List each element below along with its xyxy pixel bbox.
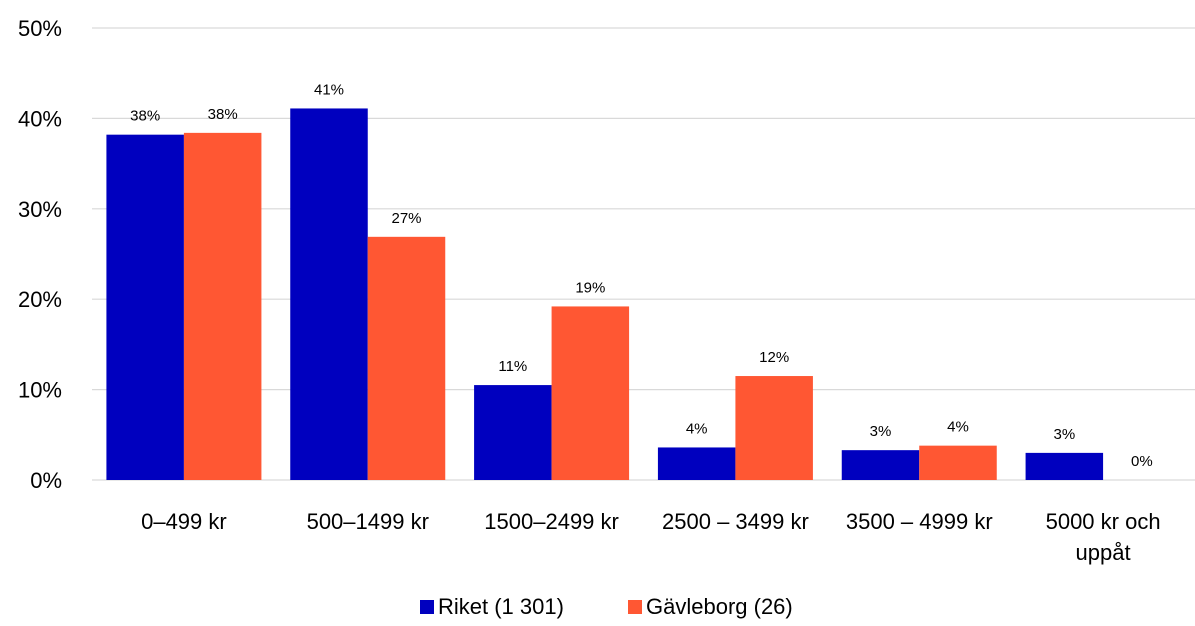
y-tick-label: 40% <box>18 106 62 131</box>
y-tick-label: 0% <box>30 468 62 493</box>
data-label: 3% <box>870 423 892 440</box>
y-tick-label: 30% <box>18 197 62 222</box>
bar <box>919 445 997 480</box>
y-tick-label: 50% <box>18 16 62 41</box>
bar <box>1025 452 1104 480</box>
data-label: 38% <box>130 108 160 125</box>
legend-swatch <box>628 600 642 614</box>
bar <box>290 108 368 481</box>
legend-label: Riket (1 301) <box>438 594 564 619</box>
bar <box>841 450 920 480</box>
x-tick-label: 3500 – 4999 kr <box>846 509 993 534</box>
bars <box>106 108 1104 481</box>
bar <box>183 132 262 480</box>
x-tick-label: 2500 – 3499 kr <box>662 509 809 534</box>
legend-swatch <box>420 600 434 614</box>
bar <box>367 236 446 480</box>
y-tick-label: 10% <box>18 378 62 403</box>
legend: Riket (1 301) Gävleborg (26) <box>420 594 793 619</box>
data-label: 12% <box>759 349 789 366</box>
data-label: 38% <box>208 106 238 123</box>
bar <box>657 447 736 480</box>
data-label: 4% <box>686 420 708 437</box>
data-label: 27% <box>391 210 421 227</box>
y-tick-label: 20% <box>18 287 62 312</box>
x-axis-ticks: 0–499 kr 500–1499 kr 1500–2499 kr 2500 – 34… <box>141 509 1160 565</box>
data-label: 0% <box>1131 453 1153 470</box>
data-label: 41% <box>314 81 344 98</box>
bar <box>106 134 184 480</box>
bar <box>551 306 630 480</box>
data-labels: 38% 38% 41% 27% 11% 19% 4% 12% 3% 4% 3% 0% <box>130 81 1153 470</box>
legend-label: Gävleborg (26) <box>646 594 793 619</box>
x-tick-label: 1500–2499 kr <box>484 509 619 534</box>
bar <box>735 376 813 480</box>
bar <box>474 385 552 480</box>
data-label: 11% <box>498 358 527 375</box>
x-tick-label: 5000 kr och <box>1046 509 1161 534</box>
y-axis-ticks: 0% 10% 20% 30% 40% 50% <box>18 16 62 493</box>
data-label: 19% <box>575 279 605 296</box>
x-tick-label: 500–1499 kr <box>307 509 429 534</box>
x-tick-label: 0–499 kr <box>141 509 227 534</box>
data-label: 4% <box>947 419 969 436</box>
x-tick-label: uppåt <box>1076 540 1131 565</box>
data-label: 3% <box>1053 426 1075 443</box>
gridlines <box>92 27 1195 481</box>
